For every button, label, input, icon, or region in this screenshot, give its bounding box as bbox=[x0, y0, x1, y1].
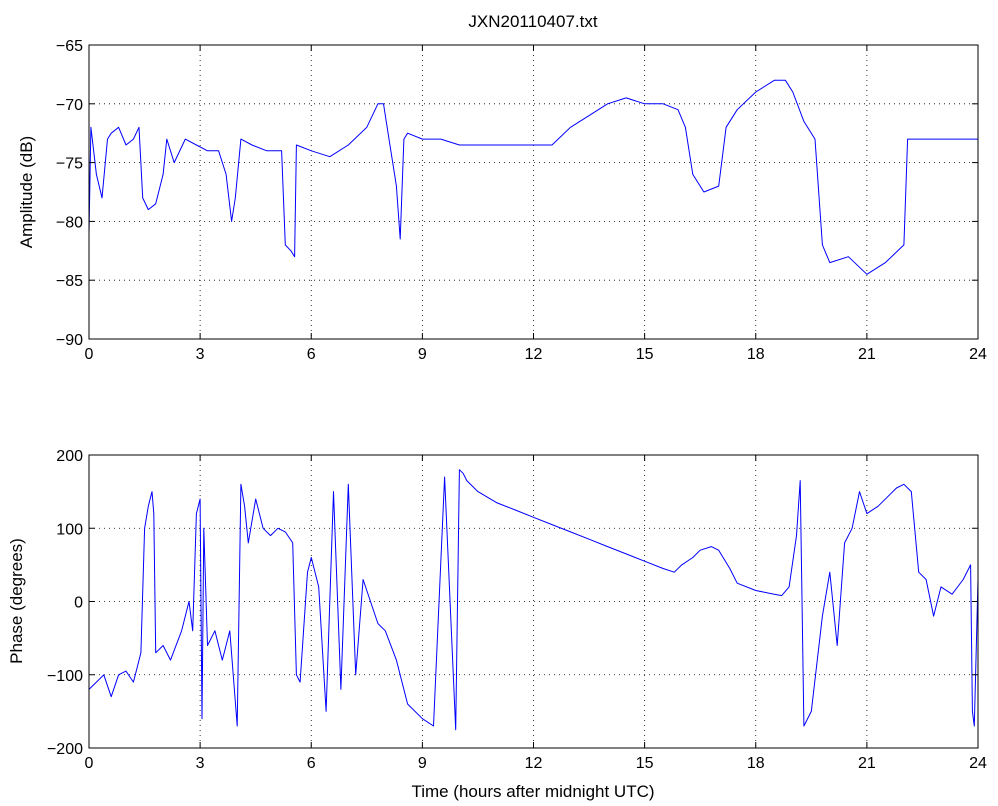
phase-y-tick-label: 100 bbox=[56, 521, 83, 538]
phase-ticks: 0 3 6 9 12 15 18 21 24 −200 −100 0 100 200 bbox=[47, 448, 987, 772]
amplitude-y-tick-label: −65 bbox=[56, 38, 83, 55]
amplitude-x-tick-label: 9 bbox=[418, 346, 427, 363]
phase-panel: 0 3 6 9 12 15 18 21 24 −200 −100 0 100 200 Phase (deg… bbox=[7, 448, 987, 801]
amplitude-y-tick-label: −85 bbox=[56, 273, 83, 290]
amplitude-y-tick-label: −90 bbox=[56, 332, 83, 349]
amplitude-x-tick-label: 18 bbox=[747, 346, 765, 363]
phase-series bbox=[88, 469, 979, 731]
phase-x-tick-label: 0 bbox=[85, 755, 94, 772]
phase-x-tick-label: 3 bbox=[196, 755, 205, 772]
phase-y-tick-label: −200 bbox=[47, 741, 83, 758]
amplitude-y-axis-label: Amplitude (dB) bbox=[17, 136, 36, 248]
phase-y-tick-label: 0 bbox=[74, 595, 83, 612]
phase-x-tick-label: 6 bbox=[307, 755, 316, 772]
amplitude-x-tick-label: 24 bbox=[969, 346, 987, 363]
phase-x-axis-label: Time (hours after midnight UTC) bbox=[411, 782, 654, 801]
amplitude-axes-frame bbox=[88, 44, 979, 340]
amplitude-x-tick-label: 3 bbox=[196, 346, 205, 363]
chart-title: JXN20110407.txt bbox=[468, 12, 597, 31]
phase-x-tick-label: 12 bbox=[525, 755, 543, 772]
amplitude-series bbox=[88, 79, 978, 275]
phase-x-tick-label: 21 bbox=[858, 755, 876, 772]
amplitude-y-tick-label: −75 bbox=[56, 156, 83, 173]
phase-x-tick-label: 18 bbox=[747, 755, 765, 772]
amplitude-x-tick-label: 6 bbox=[307, 346, 316, 363]
phase-y-tick-label: 200 bbox=[56, 448, 83, 465]
amplitude-grid bbox=[89, 45, 978, 339]
amplitude-y-tick-label: −80 bbox=[56, 214, 83, 231]
amplitude-x-tick-label: 15 bbox=[636, 346, 654, 363]
phase-x-tick-label: 15 bbox=[636, 755, 654, 772]
amplitude-series-line bbox=[88, 79, 978, 275]
phase-y-tick-label: −100 bbox=[47, 668, 83, 685]
amplitude-y-tick-label: −70 bbox=[56, 97, 83, 114]
amplitude-x-tick-label: 12 bbox=[525, 346, 543, 363]
phase-y-axis-label: Phase (degrees) bbox=[7, 538, 26, 664]
amplitude-ticks: 0 3 6 9 12 15 18 21 24 −90 −85 −80 −75 −70 −65 bbox=[56, 38, 987, 363]
phase-grid bbox=[89, 455, 978, 748]
phase-x-tick-label: 9 bbox=[418, 755, 427, 772]
phase-x-tick-label: 24 bbox=[969, 755, 987, 772]
amplitude-x-tick-label: 0 bbox=[85, 346, 94, 363]
amplitude-panel: JXN20110407.txt 0 3 6 9 12 15 18 21 24 −90 −85 −80 −… bbox=[17, 12, 987, 363]
phase-series-line bbox=[88, 469, 979, 731]
amplitude-x-tick-label: 21 bbox=[858, 346, 876, 363]
phase-axes-frame bbox=[88, 454, 979, 749]
